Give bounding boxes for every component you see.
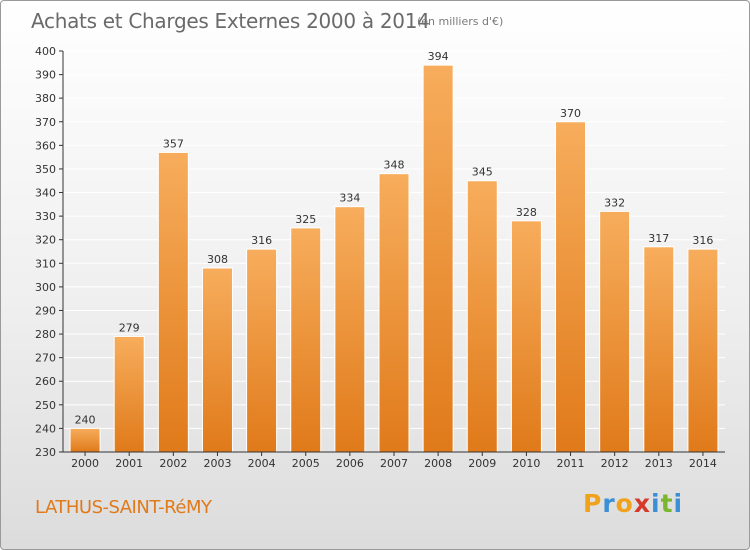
- y-tick-label: 270: [35, 352, 56, 365]
- y-tick-label: 310: [35, 257, 56, 270]
- y-tick-label: 370: [35, 116, 56, 129]
- labels: 230 240 250 260 270 280 290 300 310 320 330 340 350 3…: [35, 45, 717, 470]
- x-tick-label: 2008: [424, 457, 452, 470]
- data-label: 308: [207, 253, 228, 266]
- chart-unit: (en milliers d'€): [417, 15, 504, 28]
- data-label: 317: [648, 232, 669, 245]
- x-tick-label: 2011: [557, 457, 585, 470]
- data-label: 240: [75, 413, 96, 426]
- x-tick-label: 2000: [71, 457, 99, 470]
- data-label: 316: [251, 234, 272, 247]
- bar-2001: [113, 335, 145, 453]
- logo-letter: t: [660, 489, 674, 518]
- x-tick-label: 2003: [203, 457, 231, 470]
- bar-2007: [378, 173, 410, 453]
- bar-2004: [246, 248, 278, 453]
- logo-letter: i: [651, 489, 661, 518]
- y-tick-label: 280: [35, 328, 56, 341]
- x-tick-label: 2001: [115, 457, 143, 470]
- x-tick-label: 2013: [645, 457, 673, 470]
- axes: [59, 50, 725, 456]
- bar-2002: [157, 151, 189, 453]
- bars: [69, 64, 719, 453]
- data-label: 332: [604, 196, 625, 209]
- data-label: 334: [339, 192, 360, 205]
- y-tick-label: 330: [35, 210, 56, 223]
- y-tick-label: 360: [35, 139, 56, 152]
- proxiti-logo: Proxiti: [583, 489, 683, 518]
- y-tick-label: 390: [35, 69, 56, 82]
- bar-2010: [510, 220, 542, 453]
- y-tick-label: 250: [35, 399, 56, 412]
- data-label: 328: [516, 206, 537, 219]
- bar-2011: [555, 121, 587, 453]
- bar-2005: [290, 227, 322, 453]
- bar-2008: [422, 64, 454, 453]
- x-tick-label: 2012: [601, 457, 629, 470]
- y-tick-label: 340: [35, 187, 56, 200]
- x-tick-label: 2002: [159, 457, 187, 470]
- data-label: 348: [384, 159, 405, 172]
- logo-letter: i: [673, 489, 684, 518]
- logo-letter: x: [633, 489, 651, 518]
- y-tick-label: 230: [35, 446, 56, 459]
- y-tick-label: 260: [35, 375, 56, 388]
- x-tick-label: 2009: [468, 457, 496, 470]
- x-tick-label: 2007: [380, 457, 408, 470]
- bar-2006: [334, 206, 366, 453]
- x-tick-label: 2014: [689, 457, 717, 470]
- y-tick-label: 290: [35, 304, 56, 317]
- chart-title: Achats et Charges Externes 2000 à 2014: [31, 9, 430, 33]
- y-tick-label: 320: [35, 234, 56, 247]
- y-tick-label: 240: [35, 422, 56, 435]
- x-tick-label: 2005: [292, 457, 320, 470]
- data-label: 279: [119, 321, 140, 334]
- bar-2009: [466, 180, 498, 453]
- data-label: 357: [163, 137, 184, 150]
- logo-letter: o: [615, 489, 634, 518]
- y-tick-label: 300: [35, 281, 56, 294]
- commune-name: LATHUS-SAINT-RéMY: [35, 497, 212, 518]
- bar-2013: [643, 246, 675, 453]
- bar-2014: [687, 248, 719, 453]
- data-label: 345: [472, 166, 493, 179]
- data-label: 370: [560, 107, 581, 120]
- data-label: 316: [692, 234, 713, 247]
- bar-2000: [69, 427, 101, 453]
- x-tick-label: 2004: [248, 457, 276, 470]
- bar-2003: [201, 267, 233, 453]
- y-tick-label: 400: [35, 45, 56, 58]
- y-tick-label: 350: [35, 163, 56, 176]
- y-tick-label: 380: [35, 92, 56, 105]
- data-label: 325: [295, 213, 316, 226]
- x-tick-label: 2006: [336, 457, 364, 470]
- data-label: 394: [428, 50, 449, 63]
- x-tick-label: 2010: [512, 457, 540, 470]
- bar-2012: [599, 210, 631, 453]
- logo-letter: r: [602, 489, 616, 518]
- logo-letter: P: [583, 489, 603, 518]
